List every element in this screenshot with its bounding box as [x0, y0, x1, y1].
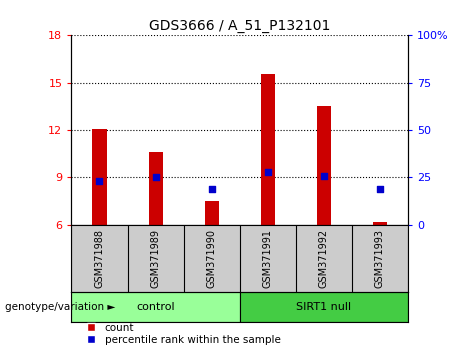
Text: GSM371992: GSM371992 — [319, 229, 329, 288]
Bar — [71, 292, 240, 322]
Point — [96, 178, 103, 184]
Bar — [205, 201, 219, 225]
Text: genotype/variation ►: genotype/variation ► — [5, 302, 115, 312]
Point — [376, 186, 384, 192]
Bar — [240, 292, 408, 322]
Point — [208, 186, 215, 192]
Text: SIRT1 null: SIRT1 null — [296, 302, 351, 312]
Legend: count, percentile rank within the sample: count, percentile rank within the sample — [77, 318, 285, 349]
Bar — [93, 129, 106, 225]
Text: GSM371988: GSM371988 — [95, 229, 105, 288]
Point — [320, 173, 327, 178]
Bar — [148, 152, 163, 225]
Point — [264, 169, 272, 175]
Text: control: control — [136, 302, 175, 312]
Text: GSM371991: GSM371991 — [263, 229, 273, 288]
Bar — [261, 74, 275, 225]
Text: GSM371993: GSM371993 — [375, 229, 385, 288]
Title: GDS3666 / A_51_P132101: GDS3666 / A_51_P132101 — [149, 19, 331, 33]
Text: GSM371990: GSM371990 — [207, 229, 217, 288]
Bar — [373, 222, 387, 225]
Point — [152, 175, 160, 180]
Text: GSM371989: GSM371989 — [151, 229, 160, 288]
Bar — [317, 105, 331, 225]
